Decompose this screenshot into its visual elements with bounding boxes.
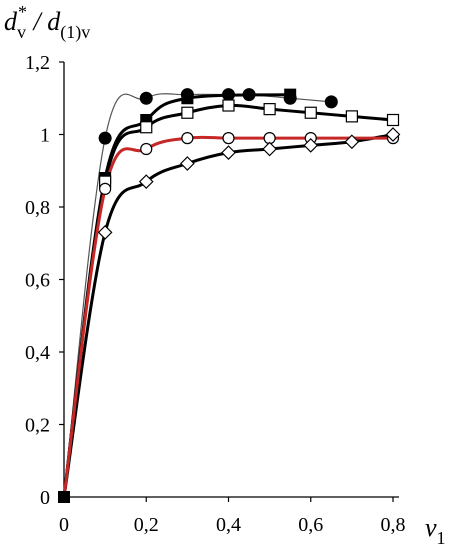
svg-text:v1: v1 bbox=[425, 513, 446, 548]
svg-text:dv* / d(1)v: dv* / d(1)v bbox=[4, 2, 90, 43]
series-2-point bbox=[284, 88, 297, 101]
y-axis-var2: d bbox=[47, 7, 61, 36]
series-3-point bbox=[263, 103, 276, 116]
x-tick-label: 0 bbox=[59, 514, 69, 536]
series-5-point bbox=[221, 145, 236, 160]
y-axis-sub2: (1)v bbox=[60, 22, 90, 43]
series-line-4 bbox=[62, 135, 395, 499]
series-3-point bbox=[140, 121, 153, 134]
y-tick-label: 0,4 bbox=[25, 342, 50, 364]
y-tick-label: 0 bbox=[40, 487, 50, 509]
series-5-point bbox=[262, 141, 277, 157]
x-tick-label: 0,4 bbox=[216, 514, 241, 536]
series-5-point bbox=[303, 138, 319, 153]
y-axis-title: dv* / d(1)v bbox=[4, 2, 90, 43]
series-2-point bbox=[181, 92, 194, 105]
series-1-point bbox=[324, 95, 338, 109]
series-line-2 bbox=[62, 93, 292, 499]
series-line-1 bbox=[63, 93, 332, 498]
series-3-point bbox=[181, 106, 194, 119]
x-axis-var: v bbox=[425, 513, 437, 542]
plot-area bbox=[58, 88, 401, 503]
y-tick-label: 0,8 bbox=[25, 197, 50, 219]
series-3-point bbox=[304, 106, 317, 119]
y-tick-label: 0,6 bbox=[25, 270, 50, 292]
series-3-point bbox=[222, 99, 235, 112]
axes bbox=[63, 62, 399, 498]
y-tick-label: 1 bbox=[40, 125, 50, 147]
x-axis-title: v1 bbox=[425, 513, 446, 548]
series-1-point bbox=[98, 131, 112, 145]
series-5-point bbox=[344, 134, 360, 150]
y-tick-label: 1,2 bbox=[25, 52, 50, 74]
y-axis-sup: * bbox=[18, 2, 27, 22]
series-4-point bbox=[140, 142, 153, 156]
series-5-point bbox=[97, 225, 113, 240]
series-5-point bbox=[385, 127, 401, 142]
series-3-point bbox=[345, 110, 358, 123]
ticks: 0 0,2 0,4 0,6 0,8 1 1,2 0 0,2 0,4 0,6 0,8 bbox=[25, 52, 406, 536]
series-1-point bbox=[242, 88, 256, 102]
y-axis-sub: v bbox=[17, 22, 26, 42]
series-1-point bbox=[139, 91, 153, 105]
series-5-point bbox=[138, 174, 154, 189]
series-5-point bbox=[180, 156, 195, 171]
series-lines bbox=[62, 93, 395, 499]
series-4-point bbox=[222, 132, 235, 145]
series-1-point bbox=[222, 88, 235, 102]
y-axis-var: d bbox=[4, 7, 18, 36]
x-tick-label: 0,8 bbox=[381, 514, 406, 536]
x-axis-sub: 1 bbox=[437, 528, 446, 548]
series-4-point bbox=[99, 182, 112, 195]
origin-point bbox=[58, 491, 70, 503]
series-markers bbox=[58, 88, 401, 503]
y-axis-sep: / bbox=[27, 7, 47, 36]
y-tick-label: 0,2 bbox=[25, 415, 50, 437]
series-3-point bbox=[386, 113, 400, 127]
series-4-point bbox=[181, 132, 194, 145]
series-line-5 bbox=[62, 133, 395, 499]
x-tick-label: 0,2 bbox=[134, 514, 159, 536]
x-tick-label: 0,6 bbox=[298, 514, 323, 536]
